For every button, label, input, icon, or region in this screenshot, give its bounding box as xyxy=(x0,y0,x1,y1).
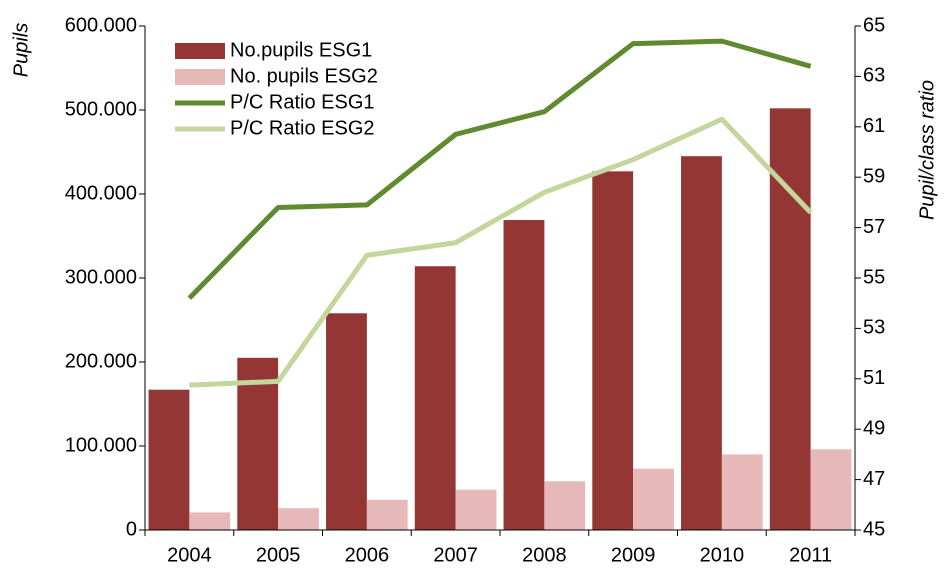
bar xyxy=(148,389,190,530)
y2-axis-label: Pupil/class ratio xyxy=(916,80,938,220)
y2-tick-label: 51 xyxy=(863,367,885,389)
y2-tick-label: 61 xyxy=(863,115,885,137)
x-tick-label: 2008 xyxy=(522,544,567,566)
bar xyxy=(721,454,763,530)
x-tick-label: 2011 xyxy=(789,544,832,566)
y-tick-label: 600.000 xyxy=(65,14,137,36)
bar xyxy=(237,357,279,530)
y2-tick-label: 63 xyxy=(863,65,885,87)
y2-tick-label: 55 xyxy=(863,266,885,288)
bar xyxy=(366,499,408,530)
line-series xyxy=(189,116,813,388)
legend-label: P/C Ratio ESG1 xyxy=(230,91,375,113)
y2-tick-label: 47 xyxy=(863,468,885,490)
x-tick-label: 2007 xyxy=(433,544,478,566)
bar xyxy=(769,108,811,530)
y-tick-label: 400.000 xyxy=(65,182,137,204)
y-tick-label: 0 xyxy=(126,518,137,540)
legend-label: No.pupils ESG1 xyxy=(230,39,372,61)
bar xyxy=(414,266,456,530)
x-tick-label: 2010 xyxy=(700,544,745,566)
bar xyxy=(592,171,634,530)
y2-tick-label: 45 xyxy=(863,518,885,540)
y-axis-label: Pupils xyxy=(10,23,32,77)
legend-label: No. pupils ESG2 xyxy=(230,65,378,87)
legend-swatch xyxy=(175,43,225,59)
x-tick-label: 2005 xyxy=(256,544,301,566)
legend-swatch xyxy=(175,69,225,85)
y-tick-label: 300.000 xyxy=(65,266,137,288)
bar xyxy=(810,449,852,530)
legend-label: P/C Ratio ESG2 xyxy=(230,117,375,139)
bar xyxy=(503,220,545,531)
bar xyxy=(326,313,367,530)
line-series xyxy=(187,38,812,300)
bar xyxy=(633,468,674,530)
x-tick-label: 2009 xyxy=(611,544,656,566)
y2-tick-label: 57 xyxy=(863,216,885,238)
y2-tick-label: 65 xyxy=(863,14,885,36)
bar xyxy=(278,508,319,530)
y2-tick-label: 59 xyxy=(863,165,885,187)
bar xyxy=(681,156,722,530)
y-tick-label: 500.000 xyxy=(65,98,137,120)
bar xyxy=(189,512,231,530)
bar xyxy=(544,481,586,530)
y-tick-label: 100.000 xyxy=(65,434,137,456)
x-tick-label: 2006 xyxy=(345,544,390,566)
y-tick-label: 200.000 xyxy=(65,350,137,372)
bar xyxy=(455,489,497,530)
y2-tick-label: 49 xyxy=(863,417,885,439)
y2-tick-label: 53 xyxy=(863,317,885,339)
x-tick-label: 2004 xyxy=(167,544,212,566)
